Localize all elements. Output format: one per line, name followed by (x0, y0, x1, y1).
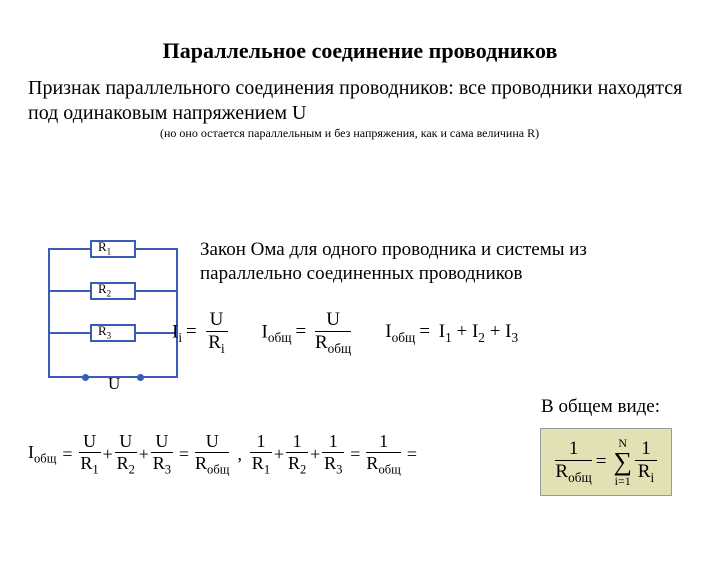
circuit-diagram: R1 R2 R3 U (48, 238, 178, 398)
voltage-label: U (108, 374, 120, 394)
resistor-label-2: R2 (98, 281, 111, 299)
resistor-branch-3: R3 (48, 324, 178, 342)
general-form-label: В общем виде: (541, 396, 660, 418)
terminal-right (137, 374, 144, 381)
wire-left (48, 248, 50, 378)
terminal-left (82, 374, 89, 381)
formula-Isum: Iобщ= I1 + I2 + I3 (385, 321, 518, 346)
subtitle-text: Признак параллельного соединения проводн… (0, 76, 720, 126)
resistor-label-1: R1 (98, 239, 111, 257)
sigma-icon: N ∑ i=1 (613, 437, 632, 487)
note-text: (но оно остается параллельным и без напр… (0, 126, 720, 141)
ohms-law-description: Закон Ома для одного проводника и систем… (200, 238, 690, 286)
page-title: Параллельное соединение проводников (0, 38, 720, 64)
resistor-branch-2: R2 (48, 282, 178, 300)
expanded-formula: Iобщ = UR1 + UR2 + UR3 = URобщ , 1R1 + 1… (28, 432, 421, 477)
resistor-label-3: R3 (98, 323, 111, 341)
resistor-branch-1: R1 (48, 240, 178, 258)
ohms-law-formulas: Ii= URi Iобщ= URобщ Iобщ= I1 + I2 + I3 (172, 310, 518, 356)
formula-Ii: Ii= URi (172, 310, 228, 356)
formula-Iobsh: Iобщ= URобщ (262, 310, 352, 356)
general-formula-box: 1Rобщ = N ∑ i=1 1Ri (540, 428, 672, 496)
